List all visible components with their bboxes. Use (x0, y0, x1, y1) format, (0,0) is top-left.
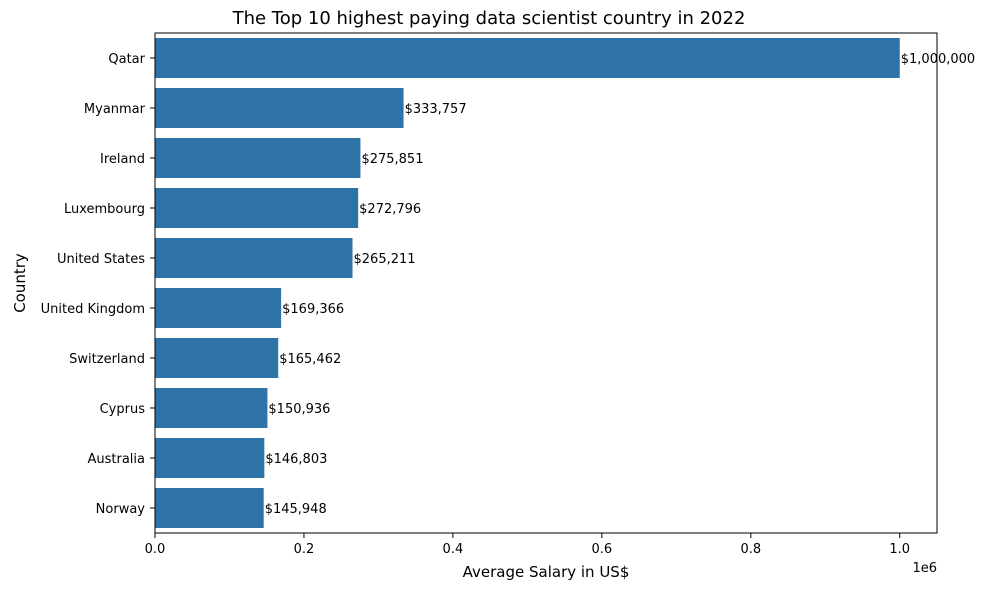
value-label: $1,000,000 (901, 52, 975, 67)
value-label: $333,757 (405, 102, 467, 117)
bar-australia (155, 438, 265, 478)
value-label: $165,462 (279, 352, 341, 367)
x-tick-label: 0.8 (740, 542, 761, 557)
value-labels-group: $1,000,000 $333,757 $275,851 $272,796 $265,2… (265, 52, 976, 517)
bar-qatar (155, 38, 900, 78)
y-axis-label: Country (11, 253, 29, 313)
x-axis-label: Average Salary in US$ (463, 563, 630, 581)
value-label: $272,796 (359, 202, 421, 217)
y-tick-label: Switzerland (69, 352, 145, 367)
x-tick-label: 1.0 (889, 542, 910, 557)
x-tick-label: 0.2 (294, 542, 315, 557)
y-tick-label: Cyprus (100, 402, 146, 417)
bar-united-kingdom (155, 288, 282, 328)
y-tick-label: Norway (96, 502, 146, 517)
y-axis-ticks: Qatar Myanmar Ireland Luxembourg United Stat… (41, 52, 155, 517)
bar-switzerland (155, 338, 279, 378)
bar-cyprus (155, 388, 268, 428)
chart-title: The Top 10 highest paying data scientist… (232, 8, 746, 29)
bar-united-states (155, 238, 353, 278)
bars-group (155, 38, 900, 528)
bar-ireland (155, 138, 361, 178)
x-tick-label: 0.6 (592, 542, 613, 557)
value-label: $275,851 (361, 152, 423, 167)
y-tick-label: Ireland (100, 152, 145, 167)
x-tick-label: 0.4 (443, 542, 464, 557)
bar-norway (155, 488, 264, 528)
y-tick-label: Myanmar (84, 102, 146, 117)
x-axis-offset-label: 1e6 (912, 561, 937, 576)
y-tick-label: United States (57, 252, 145, 267)
value-label: $169,366 (282, 302, 344, 317)
y-tick-label: Australia (87, 452, 145, 467)
y-tick-label: United Kingdom (41, 302, 145, 317)
plot-frame (154, 32, 938, 534)
y-tick-label: Luxembourg (64, 202, 145, 217)
value-label: $146,803 (265, 452, 327, 467)
y-tick-label: Qatar (108, 52, 145, 67)
value-label: $265,211 (354, 252, 416, 267)
x-axis-ticks: 0.0 0.2 0.4 0.6 0.8 1.0 (145, 533, 910, 557)
bar-luxembourg (155, 188, 359, 228)
x-tick-label: 0.0 (145, 542, 166, 557)
value-label: $150,936 (268, 402, 330, 417)
bar-myanmar (155, 88, 404, 128)
value-label: $145,948 (265, 502, 327, 517)
